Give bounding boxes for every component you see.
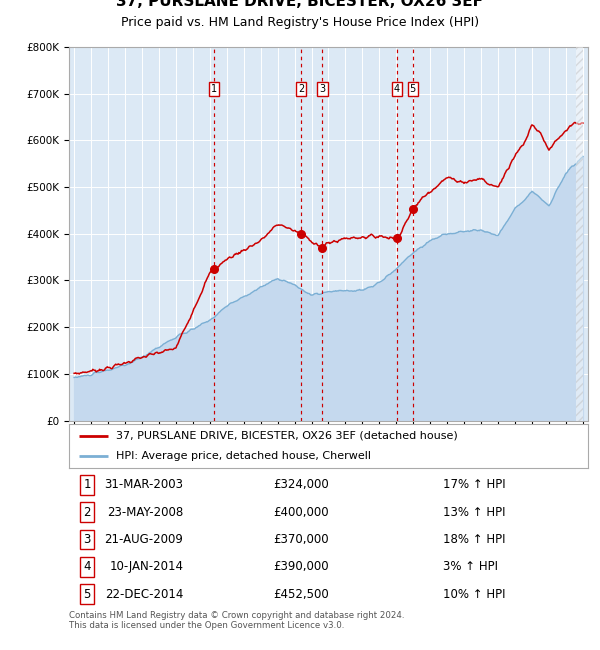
Text: 18% ↑ HPI: 18% ↑ HPI <box>443 533 505 546</box>
Text: £452,500: £452,500 <box>273 588 329 601</box>
Text: Price paid vs. HM Land Registry's House Price Index (HPI): Price paid vs. HM Land Registry's House … <box>121 16 479 29</box>
Text: 13% ↑ HPI: 13% ↑ HPI <box>443 506 505 519</box>
Text: 5: 5 <box>410 84 416 94</box>
Text: 17% ↑ HPI: 17% ↑ HPI <box>443 478 505 491</box>
Text: 1: 1 <box>211 84 217 94</box>
Text: £390,000: £390,000 <box>273 560 329 573</box>
Text: £324,000: £324,000 <box>273 478 329 491</box>
Text: £370,000: £370,000 <box>273 533 329 546</box>
Text: 31-MAR-2003: 31-MAR-2003 <box>104 478 183 491</box>
Text: 3% ↑ HPI: 3% ↑ HPI <box>443 560 497 573</box>
Text: £400,000: £400,000 <box>273 506 329 519</box>
Text: 2: 2 <box>298 84 304 94</box>
Text: 4: 4 <box>83 560 91 573</box>
Text: 23-MAY-2008: 23-MAY-2008 <box>107 506 183 519</box>
Text: 2: 2 <box>83 506 91 519</box>
Text: Contains HM Land Registry data © Crown copyright and database right 2024.
This d: Contains HM Land Registry data © Crown c… <box>69 611 404 630</box>
Text: 4: 4 <box>394 84 400 94</box>
Text: 37, PURSLANE DRIVE, BICESTER, OX26 3EF (detached house): 37, PURSLANE DRIVE, BICESTER, OX26 3EF (… <box>116 431 457 441</box>
Text: 37, PURSLANE DRIVE, BICESTER, OX26 3EF: 37, PURSLANE DRIVE, BICESTER, OX26 3EF <box>116 0 484 9</box>
Text: HPI: Average price, detached house, Cherwell: HPI: Average price, detached house, Cher… <box>116 451 371 461</box>
Text: 10% ↑ HPI: 10% ↑ HPI <box>443 588 505 601</box>
Text: 10-JAN-2014: 10-JAN-2014 <box>109 560 183 573</box>
Text: 3: 3 <box>319 84 325 94</box>
Text: 3: 3 <box>83 533 91 546</box>
Text: 1: 1 <box>83 478 91 491</box>
Text: 5: 5 <box>83 588 91 601</box>
Text: 22-DEC-2014: 22-DEC-2014 <box>105 588 183 601</box>
Text: 21-AUG-2009: 21-AUG-2009 <box>104 533 183 546</box>
